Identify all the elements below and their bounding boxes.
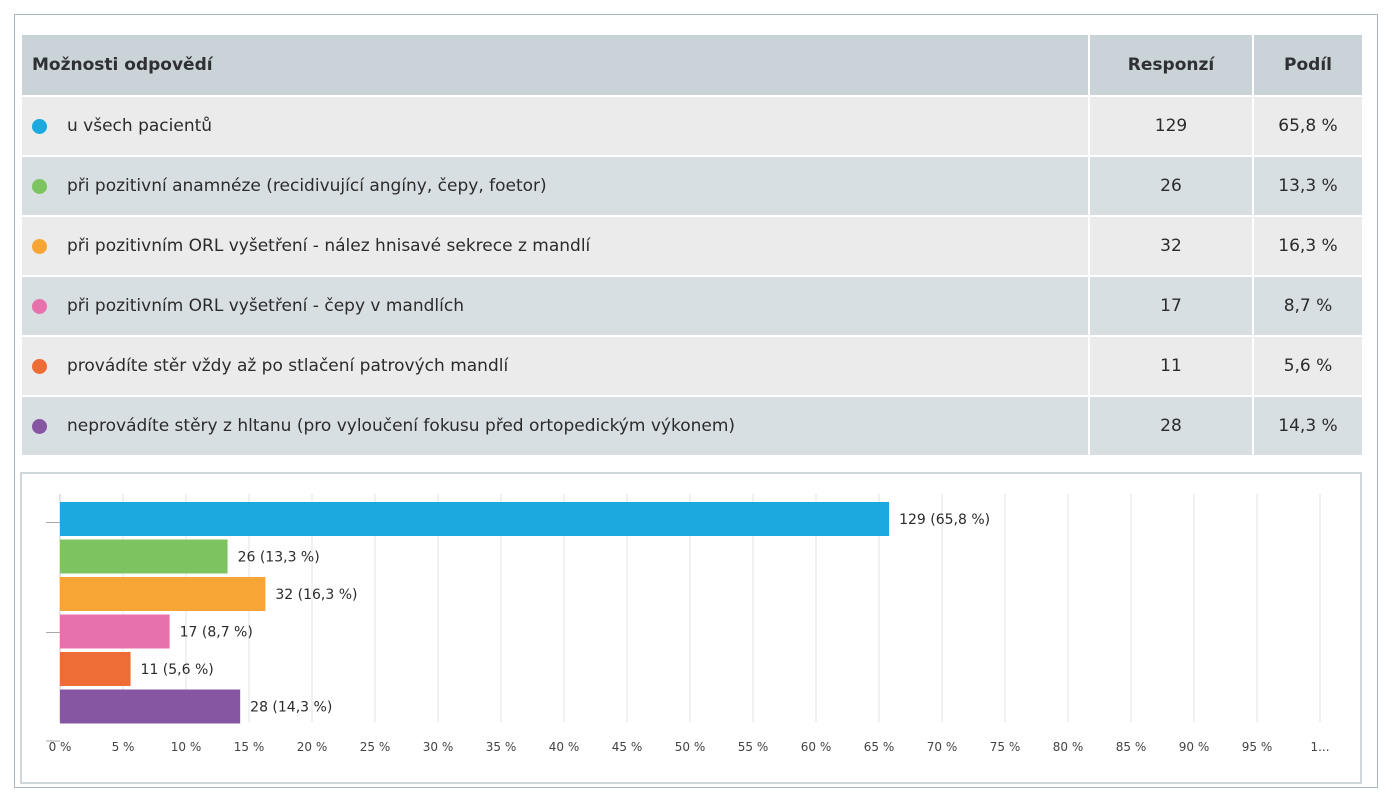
option-wrapper: při pozitivním ORL vyšetření - čepy v ma… [22,296,1088,316]
x-tick-label: 80 % [1053,740,1084,754]
x-tick-label: 1... [1310,740,1329,754]
table-row: neprovádíte stěry z hltanu (pro vyloučen… [20,395,1364,457]
option-cell: při pozitivním ORL vyšetření - nález hni… [20,215,1090,277]
responses-cell: 17 [1088,275,1254,337]
responses-cell: 129 [1088,95,1254,157]
legend-dot-icon [32,118,47,134]
option-label: neprovádíte stěry z hltanu (pro vyloučen… [67,416,736,436]
option-wrapper: při pozitivní anamnéze (recidivující ang… [22,176,1088,196]
x-tick-label: 75 % [990,740,1021,754]
table-row: provádíte stěr vždy až po stlačení patro… [20,335,1364,397]
x-tick-label: 20 % [297,740,328,754]
x-tick-label: 35 % [486,740,517,754]
responses-cell: 28 [1088,395,1254,457]
x-tick-label: 90 % [1179,740,1210,754]
share-cell: 16,3 % [1252,215,1364,277]
legend-dot-icon [32,238,47,254]
table-row: při pozitivním ORL vyšetření - nález hni… [20,215,1364,277]
option-wrapper: při pozitivním ORL vyšetření - nález hni… [22,236,1088,256]
option-label: při pozitivní anamnéze (recidivující ang… [67,176,547,196]
header-options: Možnosti odpovědí [20,33,1090,97]
x-tick-label: 15 % [234,740,265,754]
header-share: Podíl [1252,33,1364,97]
table-header-row: Možnosti odpovědí Responzí Podíl [20,33,1364,97]
responses-table: Možnosti odpovědí Responzí Podíl u všech… [20,33,1364,457]
bar-data-label: 17 (8,7 %) [180,625,253,641]
bar [60,502,890,536]
table-row: při pozitivní anamnéze (recidivující ang… [20,155,1364,217]
bar [60,539,228,574]
legend-dot-icon [32,418,47,434]
x-tick-label: 0 % [49,740,72,754]
x-tick-label: 30 % [423,740,454,754]
x-tick-label: 25 % [360,740,391,754]
share-cell: 65,8 % [1252,95,1364,157]
bar-data-label: 28 (14,3 %) [250,700,332,716]
table-row: při pozitivním ORL vyšetření - čepy v ma… [20,275,1364,337]
option-wrapper: neprovádíte stěry z hltanu (pro vyloučen… [22,416,1088,436]
share-cell: 14,3 % [1252,395,1364,457]
option-label: při pozitivním ORL vyšetření - nález hni… [67,236,591,256]
option-label: provádíte stěr vždy až po stlačení patro… [67,356,509,376]
legend-dot-icon [32,178,47,194]
option-cell: u všech pacientů [20,95,1090,157]
share-cell: 13,3 % [1252,155,1364,217]
x-tick-label: 55 % [738,740,769,754]
legend-dot-icon [32,298,47,314]
option-wrapper: u všech pacientů [22,116,1088,136]
x-tick-label: 60 % [801,740,832,754]
bar-data-label: 32 (16,3 %) [275,587,357,603]
x-tick-label: 45 % [612,740,643,754]
x-tick-label: 50 % [675,740,706,754]
share-cell: 8,7 % [1252,275,1364,337]
legend-dot-icon [32,358,47,374]
option-cell: provádíte stěr vždy až po stlačení patro… [20,335,1090,397]
x-tick-label: 10 % [171,740,202,754]
x-tick-label: 70 % [927,740,958,754]
x-tick-label: 5 % [112,740,135,754]
option-cell: při pozitivním ORL vyšetření - čepy v ma… [20,275,1090,337]
x-tick-label: 95 % [1242,740,1273,754]
share-cell: 5,6 % [1252,335,1364,397]
bar-chart: 0 % 5 % 10 % 15 % 20 % 25 % 30 % 35 % 40 % 45 % 50… [20,472,1362,784]
bar-data-label: 11 (5,6 %) [141,662,214,678]
option-label: u všech pacientů [67,116,213,136]
option-cell: neprovádíte stěry z hltanu (pro vyloučen… [20,395,1090,457]
responses-cell: 11 [1088,335,1254,397]
responses-cell: 32 [1088,215,1254,277]
bar [60,652,131,686]
bar [60,577,266,611]
table-row: u všech pacientů 129 65,8 % [20,95,1364,157]
x-tick-label: 65 % [864,740,895,754]
bar-data-label: 26 (13,3 %) [238,550,320,566]
option-cell: při pozitivní anamnéze (recidivující ang… [20,155,1090,217]
x-tick-label: 40 % [549,740,580,754]
bar-chart-svg: 0 % 5 % 10 % 15 % 20 % 25 % 30 % 35 % 40 % 45 % 50… [46,494,1330,754]
bar-data-label: 129 (65,8 %) [899,512,990,528]
option-wrapper: provádíte stěr vždy až po stlačení patro… [22,356,1088,376]
x-tick-label: 85 % [1116,740,1147,754]
bar [60,614,170,649]
option-label: při pozitivním ORL vyšetření - čepy v ma… [67,296,464,316]
bar [60,689,241,724]
responses-cell: 26 [1088,155,1254,217]
header-responses: Responzí [1088,33,1254,97]
